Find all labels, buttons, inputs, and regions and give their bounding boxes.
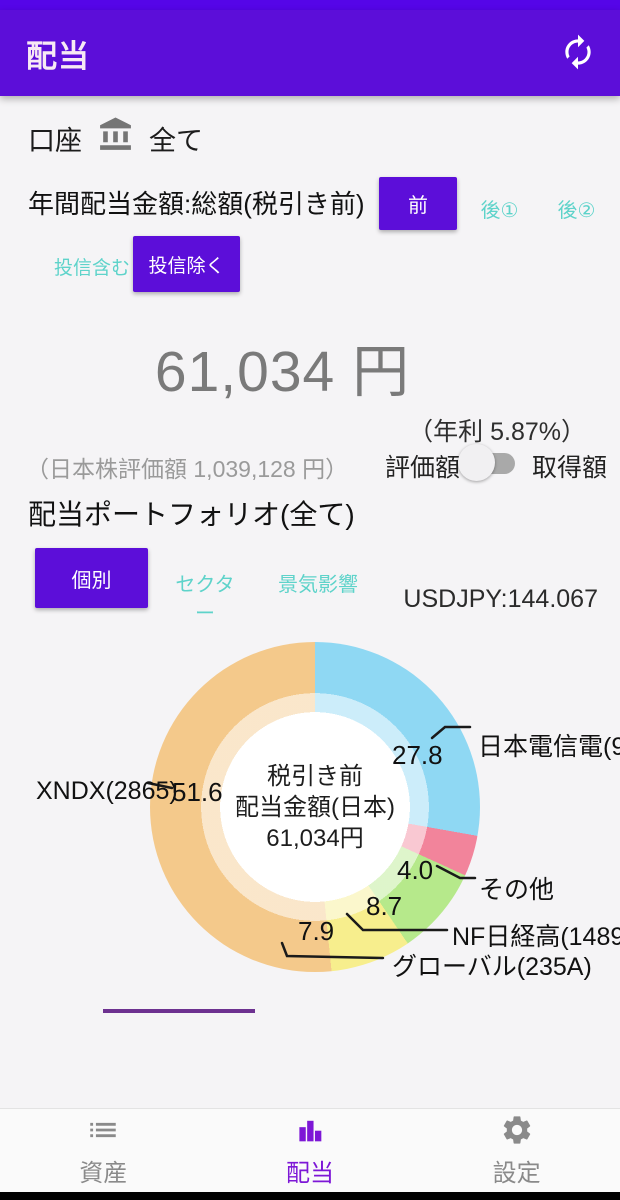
view-economy-button[interactable]: 景気影響 [272, 568, 364, 597]
annual-yield: （年利 5.87%） [408, 418, 586, 446]
bank-icon[interactable] [97, 116, 134, 160]
account-row: 口座 全て [28, 114, 203, 162]
app-bar: 配当 [0, 10, 620, 96]
bottom-navigation: 資産 配当 設定 [0, 1108, 620, 1192]
segment-label: NF日経高(1489) [452, 923, 620, 951]
portfolio-heading: 配当ポートフォリオ(全て) [28, 499, 355, 530]
gear-icon [500, 1113, 534, 1150]
annual-dividend-amount: 61,034 円 [154, 340, 411, 404]
nav-item-settings[interactable]: 設定 [413, 1109, 620, 1192]
account-label: 口座 [28, 125, 82, 156]
toggle-label-acquisition: 取得額 [532, 454, 608, 482]
segment-label: 日本電信電(9 [478, 733, 620, 761]
segment-value: 7.9 [298, 916, 335, 946]
nav-label-assets: 資産 [79, 1160, 128, 1187]
segment-label: XNDX(2865) [36, 777, 178, 805]
gesture-bar [0, 1192, 620, 1200]
nav-item-assets[interactable]: 資産 [0, 1109, 207, 1192]
toggle-label-valuation: 評価額 [385, 454, 461, 482]
include-funds-button[interactable]: 投信含む [52, 253, 132, 280]
account-value[interactable]: 全て [149, 125, 203, 156]
segment-label: グローバル(235A) [392, 953, 592, 981]
status-bar [0, 0, 620, 10]
usdjpy-rate: USDJPY:144.067 [403, 585, 598, 613]
page-title: 配当 [26, 38, 90, 74]
period-after1-button[interactable]: 後① [462, 194, 537, 223]
nav-item-dividend[interactable]: 配当 [207, 1109, 414, 1192]
valuation-note: （日本株評価額 1,039,128 円） [26, 456, 349, 482]
period-before-button[interactable]: 前 [379, 177, 457, 230]
list-icon [86, 1113, 120, 1150]
chart-underline [103, 1009, 255, 1013]
dividend-donut-chart: 税引き前 配当金額(日本) 61,034円 27.8 4.0 8.7 7.9 5… [0, 630, 620, 995]
segment-value: 8.7 [366, 891, 403, 921]
toggle-knob [458, 444, 495, 481]
segment-value: 27.8 [392, 740, 443, 770]
nav-label-settings: 設定 [492, 1160, 541, 1187]
nav-label-dividend: 配当 [286, 1160, 334, 1187]
view-sector-button[interactable]: セクター [166, 568, 244, 626]
valuation-acquisition-toggle[interactable] [458, 444, 516, 482]
bar-chart-icon [293, 1113, 327, 1150]
refresh-button[interactable] [558, 33, 598, 73]
segment-label: その他 [479, 876, 555, 904]
segment-value: 51.6 [172, 777, 223, 807]
exclude-funds-button[interactable]: 投信除く [133, 236, 240, 292]
annual-dividend-heading: 年間配当金額:総額(税引き前) [28, 189, 365, 219]
period-after2-button[interactable]: 後② [539, 194, 614, 223]
refresh-icon [559, 33, 597, 74]
view-individual-button[interactable]: 個別 [35, 548, 148, 608]
segment-value: 4.0 [397, 855, 434, 885]
